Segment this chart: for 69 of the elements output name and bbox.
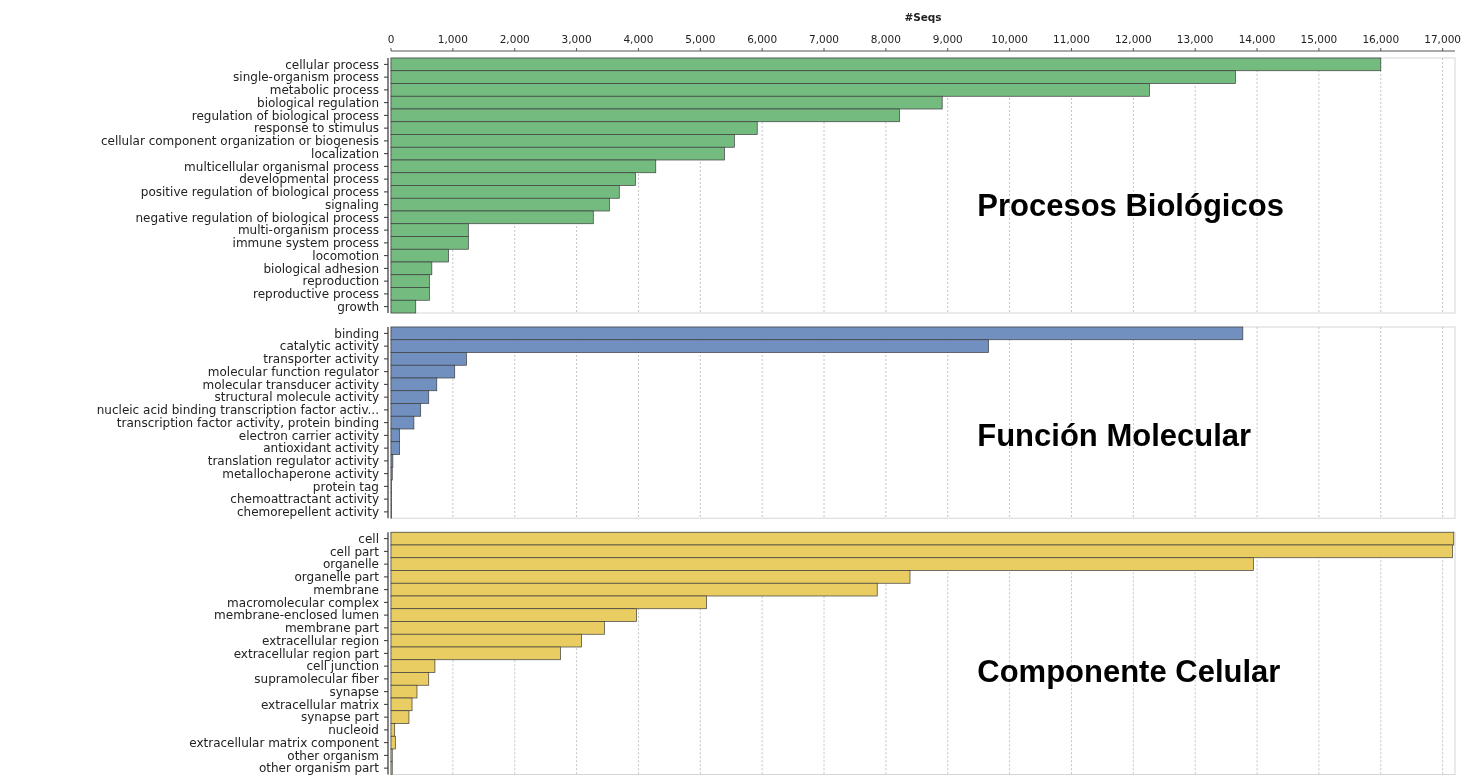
y-tick-label: other organism [287,748,379,763]
y-tick-label: organelle part [294,570,380,585]
x-tick-label: 16,000 [1362,33,1400,45]
y-tick-label: transcription factor activity, protein binding [116,415,379,430]
y-tick-label: molecular transducer activity [202,377,379,392]
y-tick-label: extracellular matrix component [189,735,380,750]
y-tick-label: nucleoid [328,723,379,738]
y-tick-label: binding [334,326,379,341]
y-tick-label: cellular process [285,57,379,72]
y-tick-label: extracellular region [262,633,379,648]
x-tick-label: 9,000 [932,33,963,45]
y-tick-label: reproduction [302,274,379,289]
y-tick-label: developmental process [239,172,379,187]
x-tick-label: 17,000 [1424,33,1461,45]
x-tick-label: 6,000 [747,33,778,45]
y-tick-label: multi-organism process [237,223,379,238]
y-tick-label: reproductive process [253,287,379,302]
x-tick-label: 12,000 [1114,33,1152,45]
y-tick-label: electron carrier activity [238,428,379,443]
y-tick-label: growth [337,299,379,314]
y-tick-label: single-organism process [233,70,379,85]
x-tick-label: 7,000 [808,33,840,45]
y-tick-label: immune system process [232,236,379,251]
x-tick-label: 4,000 [623,33,654,45]
y-tick-label: metallochaperone activity [222,466,379,481]
y-tick-label: catalytic activity [279,339,379,354]
y-tick-label: translation regulator activity [207,454,379,469]
y-tick-label: locomotion [312,248,379,263]
y-tick-label: cell [358,531,379,546]
x-tick-label: 10,000 [991,33,1028,45]
y-tick-label: membrane-enclosed lumen [214,608,379,623]
x-tick-label: 8,000 [870,33,901,45]
x-tick-label: 13,000 [1176,33,1214,45]
y-tick-label: supramolecular fiber [254,672,380,687]
y-tick-label: nucleic acid binding transcription factor activ... [96,403,379,418]
y-tick-label: cell part [329,544,380,559]
text: Función Molecular [977,417,1252,453]
y-tick-label: chemorepellent activity [236,505,379,520]
x-tick-label: 0 [387,33,395,45]
y-tick-label: signaling [324,197,379,212]
y-tick-label: other organism part [258,761,380,776]
x-tick-label: 15,000 [1300,33,1338,45]
y-tick-label: antioxidant activity [263,441,379,456]
x-tick-label: 3,000 [561,33,592,45]
y-tick-label: molecular function regulator [207,364,380,379]
x-tick-label: 11,000 [1053,33,1090,45]
y-tick-label: positive regulation of biological process [140,185,379,200]
y-tick-label: membrane part [284,621,380,636]
y-tick-label: transporter activity [263,352,379,367]
x-tick-label: 1,000 [437,33,468,45]
y-tick-label: cellular component organization or biogenesis [100,134,379,149]
y-tick-label: organelle [322,557,379,572]
y-tick-label: localization [311,146,379,161]
x-tick-label: 5,000 [685,33,716,45]
y-tick-label: synapse part [301,710,380,725]
y-tick-label: multicellular organismal process [184,159,379,174]
y-tick-label: metabolic process [269,83,379,98]
x-tick-label: 2,000 [499,33,530,45]
text: Componente Celular [977,654,1281,690]
y-tick-label: biological adhesion [263,261,379,276]
x-axis-title: #Seqs [904,11,942,23]
y-tick-label: membrane [313,582,379,597]
y-tick-label: structural molecule activity [214,390,379,405]
y-tick-label: chemoattractant activity [230,492,379,507]
y-tick-label: synapse [329,684,379,699]
y-tick-label: macromolecular complex [227,595,379,610]
x-tick-label: 14,000 [1238,33,1276,45]
y-tick-label: biological regulation [257,95,379,110]
text: Procesos Biológicos [977,188,1284,224]
